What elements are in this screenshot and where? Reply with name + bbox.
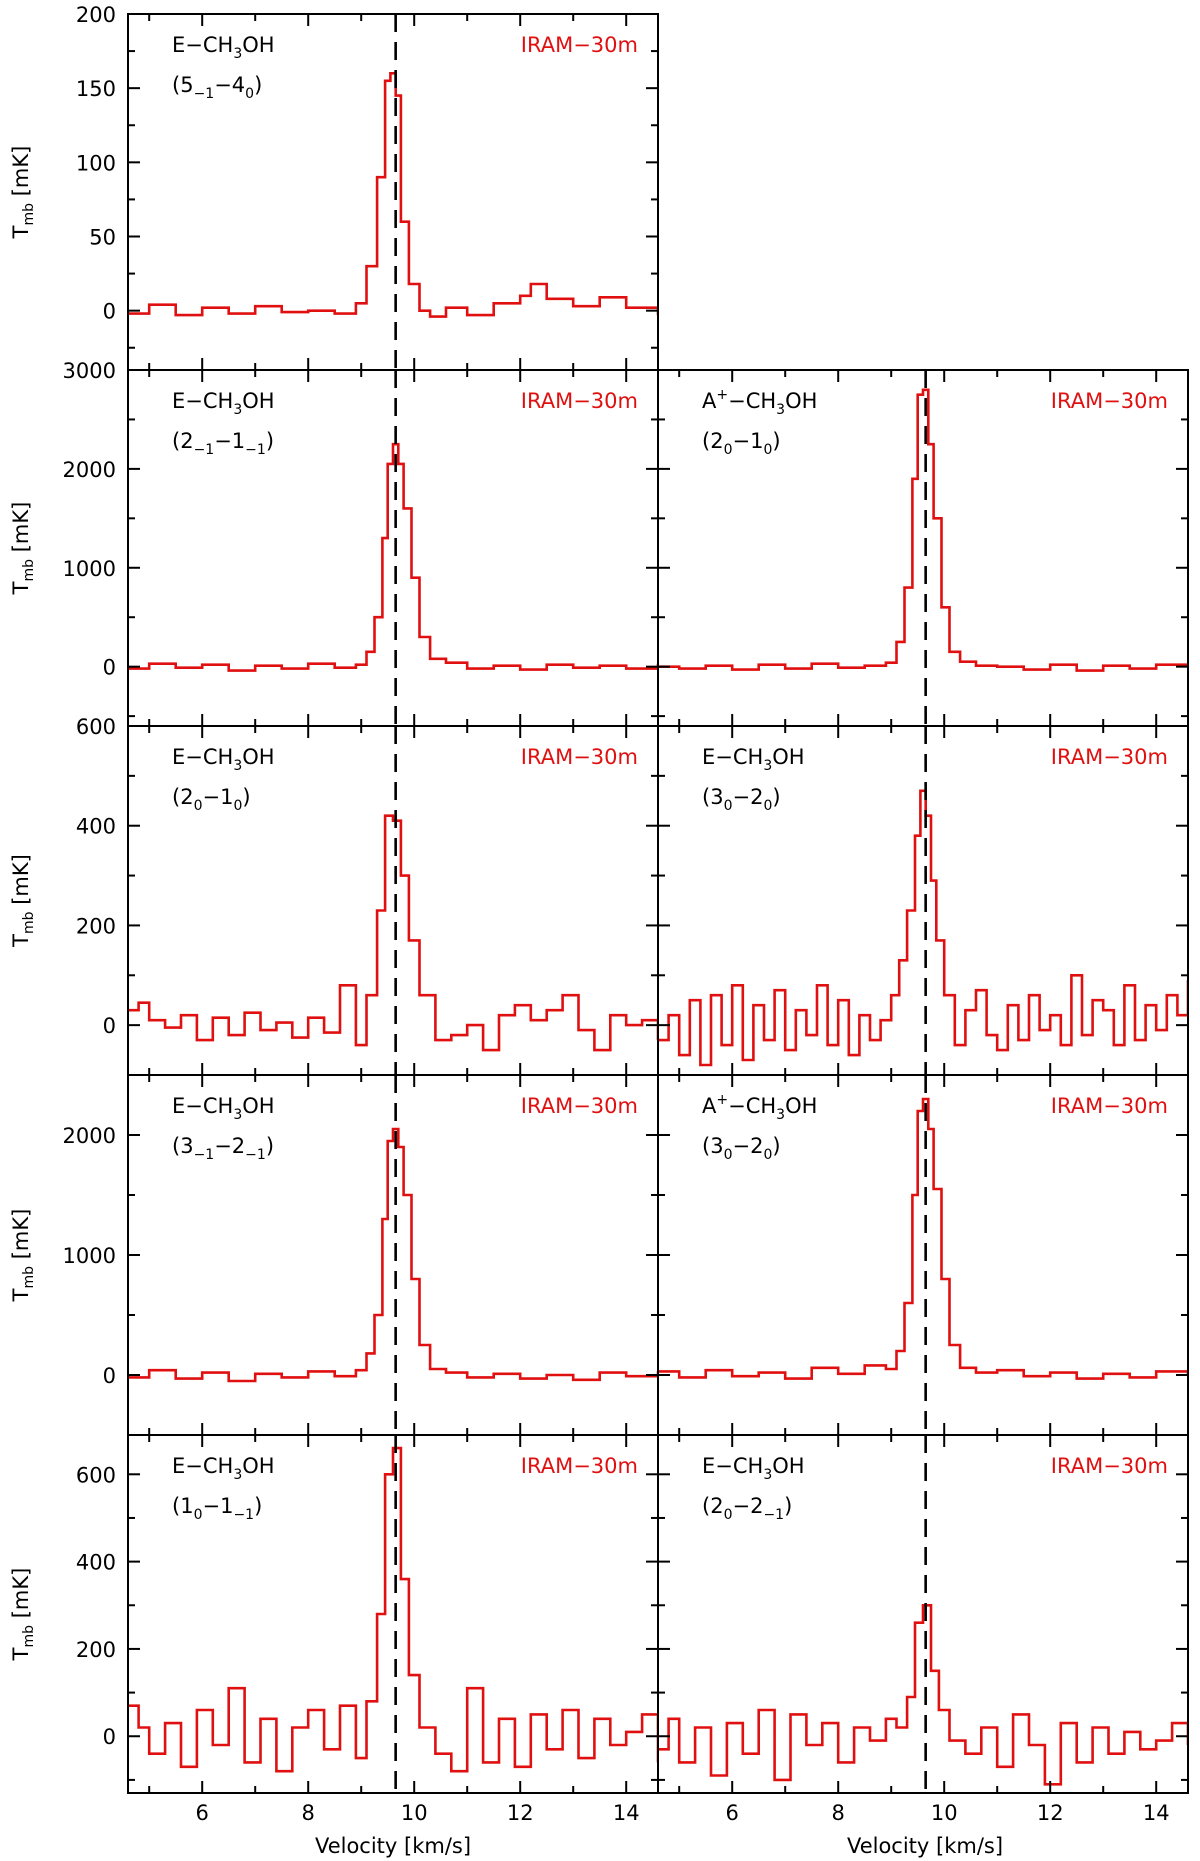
species-label: E−CH3OH <box>702 1454 805 1483</box>
y-axis-title: Tmb [mK] <box>9 502 37 596</box>
spectrum-line <box>658 1097 1188 1380</box>
spectrum-line <box>128 72 658 318</box>
transition-label: (20−10) <box>172 785 251 814</box>
spectrum-line <box>128 442 658 672</box>
y-tick-label: 400 <box>76 815 116 839</box>
y-axis-title: Tmb [mK] <box>9 146 37 240</box>
spectrum-panel: 6 8 10 12 14 0 200 400 600 Tmb [mK] E−CH3OH (10−1−1… <box>9 1434 659 1825</box>
panel-frame <box>127 13 659 371</box>
x-tick-label: 8 <box>302 1801 315 1825</box>
x-tick-label: 8 <box>832 1801 845 1825</box>
telescope-label: IRAM−30m <box>521 745 638 769</box>
species-label: E−CH3OH <box>172 1454 275 1483</box>
panel-frame <box>657 1074 1189 1436</box>
species-label: E−CH3OH <box>172 389 275 418</box>
x-tick-label: 6 <box>196 1801 209 1825</box>
spectrum-panel: 0 1000 2000 Tmb [mK] E−CH3OH (3−1−2−1) IRAM−30… <box>9 1074 659 1436</box>
y-tick-label: 600 <box>76 1463 116 1487</box>
spectrum-panel: 0 200 400 600 Tmb [mK] E−CH3OH (20−10) IRAM−30m <box>9 715 659 1076</box>
species-label: A+−CH3OH <box>702 387 817 418</box>
telescope-label: IRAM−30m <box>521 33 638 57</box>
y-tick-label: 0 <box>103 1014 116 1038</box>
spectrum-panel: A+−CH3OH (20−10) IRAM−30m <box>657 369 1189 727</box>
species-label: A+−CH3OH <box>702 1092 817 1123</box>
transition-label: (20−10) <box>702 429 781 458</box>
y-tick-label: 400 <box>76 1551 116 1575</box>
x-tick-label: 10 <box>931 1801 958 1825</box>
y-axis-title: Tmb [mK] <box>9 854 37 948</box>
species-label: E−CH3OH <box>702 745 805 774</box>
telescope-label: IRAM−30m <box>521 389 638 413</box>
y-tick-label: 50 <box>89 226 116 250</box>
x-tick-label: 12 <box>1037 1801 1064 1825</box>
x-axis-title-right: Velocity [km/s] <box>847 1834 1003 1858</box>
y-tick-label: 2000 <box>63 1124 116 1148</box>
spectrum-line <box>128 1127 658 1383</box>
spectrum-panel: 0 1000 2000 3000 Tmb [mK] E−CH3OH (2−1−1−1) IRA… <box>9 359 659 727</box>
telescope-label: IRAM−30m <box>1051 745 1168 769</box>
y-tick-label: 1000 <box>63 557 116 581</box>
transition-label: (2−1−1−1) <box>172 429 274 458</box>
telescope-label: IRAM−30m <box>521 1454 638 1478</box>
y-tick-label: 200 <box>76 3 116 27</box>
spectrum-panel: 0 50 100 150 200 Tmb [mK] E−CH3OH (5−1−40) IRAM−… <box>9 3 659 371</box>
telescope-label: IRAM−30m <box>1051 389 1168 413</box>
x-axis-titles: Velocity [km/s] Velocity [km/s] <box>315 1834 1003 1858</box>
species-label: E−CH3OH <box>172 745 275 774</box>
telescope-label: IRAM−30m <box>1051 1094 1168 1118</box>
y-tick-label: 2000 <box>63 458 116 482</box>
spectrum-line <box>658 789 1188 1067</box>
transition-label: (5−1−40) <box>172 73 262 102</box>
y-tick-label: 3000 <box>63 359 116 383</box>
panel-frame <box>127 369 659 727</box>
transition-label: (30−20) <box>702 785 781 814</box>
species-label: E−CH3OH <box>172 33 275 62</box>
panel-frame <box>657 725 1189 1076</box>
y-tick-label: 0 <box>103 656 116 680</box>
transition-label: (3−1−2−1) <box>172 1134 274 1163</box>
spectrum-line <box>658 388 1188 672</box>
transition-label: (20−2−1) <box>702 1494 792 1523</box>
y-tick-label: 0 <box>103 1725 116 1749</box>
panel-frame <box>657 369 1189 727</box>
spectrum-panel: E−CH3OH (30−20) IRAM−30m <box>657 725 1189 1076</box>
x-tick-label: 6 <box>726 1801 739 1825</box>
species-label: E−CH3OH <box>172 1094 275 1123</box>
panel-frame <box>657 1434 1189 1794</box>
spectrum-line <box>128 1446 658 1773</box>
x-tick-label: 14 <box>1143 1801 1170 1825</box>
transition-label: (10−1−1) <box>172 1494 262 1523</box>
y-tick-label: 100 <box>76 151 116 175</box>
spectrum-line <box>128 814 658 1052</box>
x-axis-title-left: Velocity [km/s] <box>315 1834 471 1858</box>
y-tick-label: 1000 <box>63 1244 116 1268</box>
telescope-label: IRAM−30m <box>521 1094 638 1118</box>
y-tick-label: 150 <box>76 77 116 101</box>
spectrum-line <box>658 1604 1188 1786</box>
y-axis-title: Tmb [mK] <box>9 1568 37 1662</box>
y-tick-label: 200 <box>76 914 116 938</box>
y-axis-title: Tmb [mK] <box>9 1209 37 1303</box>
y-tick-label: 600 <box>76 715 116 739</box>
spectrum-panel: 6 8 10 12 14 E−CH3OH (20−2−1) IRAM−30m <box>657 1434 1189 1825</box>
x-tick-label: 10 <box>401 1801 428 1825</box>
telescope-label: IRAM−30m <box>1051 1454 1168 1478</box>
y-tick-label: 200 <box>76 1638 116 1662</box>
spectrum-panel: A+−CH3OH (30−20) IRAM−30m <box>657 1074 1189 1436</box>
x-tick-label: 14 <box>613 1801 640 1825</box>
x-tick-label: 12 <box>507 1801 534 1825</box>
transition-label: (30−20) <box>702 1134 781 1163</box>
y-tick-label: 0 <box>103 1364 116 1388</box>
y-tick-label: 0 <box>103 300 116 324</box>
